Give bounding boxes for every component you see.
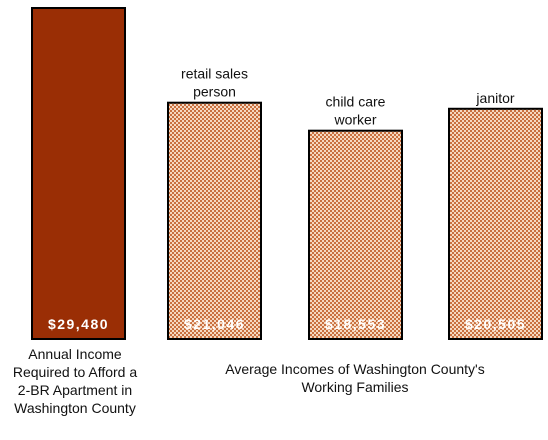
bar-3 <box>448 107 543 340</box>
category-label-3: janitor <box>475 90 514 106</box>
required-income-caption: Annual Income Required to Afford a 2-BR … <box>0 345 150 417</box>
average-caption-line: Working Families <box>301 379 409 395</box>
required-caption-line: Annual Income <box>28 346 122 362</box>
category-label-1: retail sales <box>181 66 248 82</box>
average-caption-line: Average Incomes of Washington County's <box>225 361 485 377</box>
category-label-2: child care <box>326 94 386 110</box>
category-label-2: worker <box>333 112 376 128</box>
required-caption-line: Washington County <box>14 400 136 416</box>
bar-0 <box>31 7 126 340</box>
value-label-2: $18,553 <box>325 316 386 332</box>
category-label-1: person <box>193 84 236 100</box>
value-label-1: $21,046 <box>184 316 245 332</box>
bar-1 <box>167 101 262 340</box>
bar-2 <box>308 129 403 340</box>
required-caption-line: Required to Afford a <box>12 364 138 380</box>
income-bar-chart: $29,480 $21,046 retail sales person $18,553 c… <box>31 7 543 340</box>
value-label-0: $29,480 <box>48 316 109 332</box>
required-caption-line: 2-BR Apartment in <box>17 382 133 398</box>
average-incomes-caption: Average Incomes of Washington County's W… <box>190 360 520 396</box>
value-label-3: $20,505 <box>465 316 526 332</box>
